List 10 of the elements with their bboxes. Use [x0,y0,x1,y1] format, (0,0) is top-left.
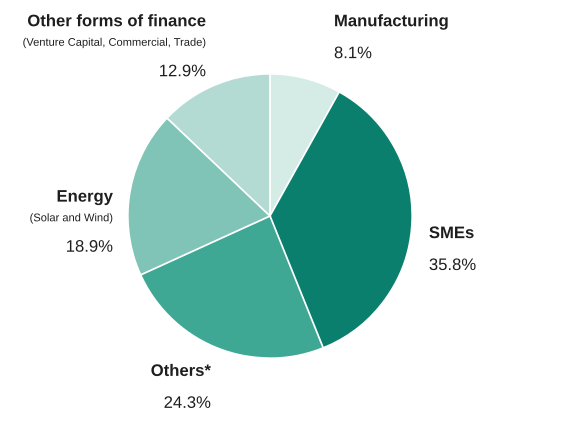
slice-label: Others* [151,364,211,376]
data-label: 18.9% [67,240,112,252]
data-label: 12.9% [160,64,206,76]
data-label: 35.8% [430,258,476,270]
slice-label: SMEs [429,226,474,238]
data-label: 8.1% [334,46,372,58]
data-label: 24.3% [164,396,210,408]
slice-label: Other forms of finance (Venture Capital, Commercial, Trade) [23,14,206,48]
slice-label: Manufacturing [335,14,448,30]
slice-label: Energy (Solar and Wind) [30,190,113,224]
